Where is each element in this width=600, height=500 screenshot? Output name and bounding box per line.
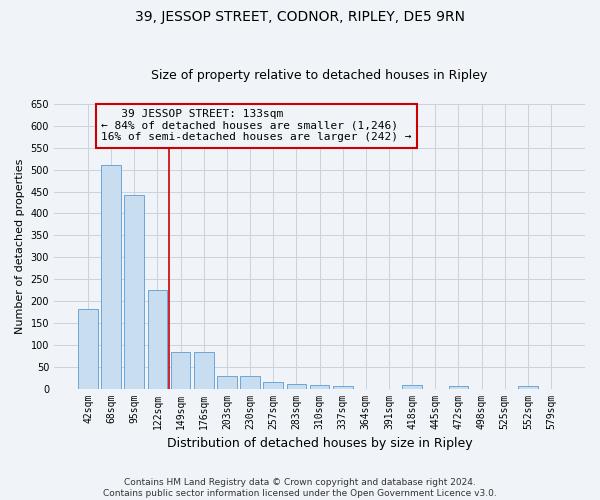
Text: Contains HM Land Registry data © Crown copyright and database right 2024.
Contai: Contains HM Land Registry data © Crown c… xyxy=(103,478,497,498)
Text: 39 JESSOP STREET: 133sqm
← 84% of detached houses are smaller (1,246)
16% of sem: 39 JESSOP STREET: 133sqm ← 84% of detach… xyxy=(101,110,412,142)
Bar xyxy=(287,384,306,388)
Bar xyxy=(194,352,214,389)
Text: 39, JESSOP STREET, CODNOR, RIPLEY, DE5 9RN: 39, JESSOP STREET, CODNOR, RIPLEY, DE5 9… xyxy=(135,10,465,24)
Title: Size of property relative to detached houses in Ripley: Size of property relative to detached ho… xyxy=(151,69,488,82)
Bar xyxy=(402,386,422,388)
X-axis label: Distribution of detached houses by size in Ripley: Distribution of detached houses by size … xyxy=(167,437,472,450)
Bar xyxy=(333,386,353,388)
Bar xyxy=(217,376,237,388)
Y-axis label: Number of detached properties: Number of detached properties xyxy=(15,158,25,334)
Bar xyxy=(101,166,121,388)
Bar xyxy=(263,382,283,388)
Bar xyxy=(240,376,260,388)
Bar xyxy=(171,352,190,389)
Bar xyxy=(310,386,329,388)
Bar xyxy=(124,195,144,388)
Bar xyxy=(518,386,538,388)
Bar xyxy=(449,386,468,388)
Bar xyxy=(78,309,98,388)
Bar xyxy=(148,290,167,388)
